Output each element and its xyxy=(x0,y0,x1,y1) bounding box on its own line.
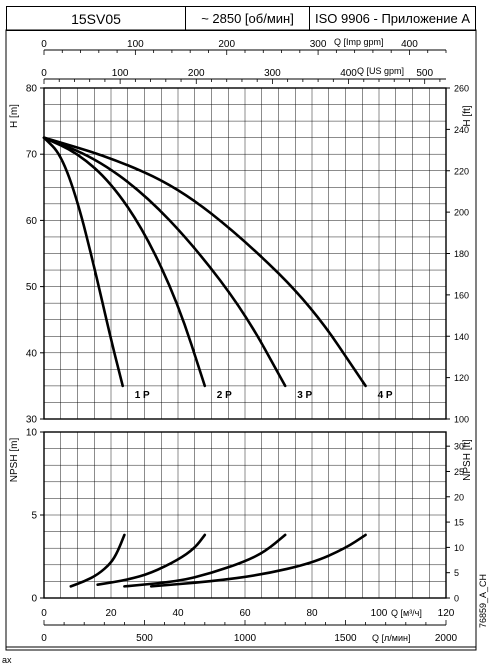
lmin-tick-label: 1000 xyxy=(234,633,257,644)
head-y2-tick-label: 200 xyxy=(454,208,469,218)
head-y2-tick-label: 160 xyxy=(454,290,469,300)
us-tick-label: 200 xyxy=(188,68,205,79)
npsh-ylabel-right: NPSH [ft] xyxy=(462,439,473,481)
imp-tick-label: 0 xyxy=(41,39,47,50)
head-y-tick-label: 80 xyxy=(26,84,38,95)
m3h-axis-title: Q [м³/ч] xyxy=(391,608,422,618)
npsh-y2-tick-label: 5 xyxy=(454,568,459,578)
lmin-tick-label: 2000 xyxy=(435,633,458,644)
head-y-tick-label: 30 xyxy=(26,415,38,426)
head-y2-tick-label: 120 xyxy=(454,373,469,383)
npsh-y2-tick-label: 25 xyxy=(454,467,464,477)
lmin-tick-label: 1500 xyxy=(334,633,357,644)
imp-axis-title: Q [Imp gpm] xyxy=(334,37,384,47)
imp-tick-label: 300 xyxy=(310,39,327,50)
head-y2-tick-label: 180 xyxy=(454,249,469,259)
curve-label-1: 1 P xyxy=(135,390,150,401)
npsh-y2-tick-label: 15 xyxy=(454,518,464,528)
imp-tick-label: 200 xyxy=(218,39,235,50)
corner-label: ax xyxy=(2,655,12,665)
m3h-tick-label: 60 xyxy=(239,608,251,619)
head-curve-3 xyxy=(42,136,287,388)
m3h-tick-label: 100 xyxy=(371,608,388,619)
m3h-tick-label: 20 xyxy=(105,608,117,619)
npsh-y2-tick-label: 20 xyxy=(454,492,464,502)
npsh-curve-3 xyxy=(123,533,287,588)
head-y2-tick-label: 140 xyxy=(454,332,469,342)
curve-label-2: 2 P xyxy=(217,390,232,401)
head-curve-4 xyxy=(42,136,367,388)
head-y2-tick-label: 100 xyxy=(454,415,469,425)
m3h-tick-label: 80 xyxy=(306,608,318,619)
us-tick-label: 400 xyxy=(340,68,357,79)
head-y-tick-label: 70 xyxy=(26,150,38,161)
lmin-tick-label: 0 xyxy=(41,633,47,644)
head-y2-tick-label: 220 xyxy=(454,166,469,176)
npsh-y2-tick-label: 10 xyxy=(454,543,464,553)
head-y2-tick-label: 240 xyxy=(454,125,469,135)
m3h-tick-label: 0 xyxy=(41,608,47,619)
npsh-ylabel: NPSH [m] xyxy=(9,438,20,483)
us-axis-title: Q [US gpm] xyxy=(357,66,404,76)
npsh-y2-tick-label: 0 xyxy=(454,594,459,604)
m3h-tick-label: 40 xyxy=(172,608,184,619)
us-tick-label: 500 xyxy=(416,68,433,79)
lmin-axis-title: Q [л/мин] xyxy=(372,633,410,643)
head-ylabel-right: H [ft] xyxy=(462,105,473,126)
outer-frame xyxy=(5,29,477,651)
head-y-tick-label: 50 xyxy=(26,282,38,293)
curve-label-4: 4 P xyxy=(378,390,393,401)
us-tick-label: 0 xyxy=(41,68,47,79)
imp-tick-label: 400 xyxy=(401,39,418,50)
npsh-curve-4 xyxy=(149,533,367,588)
npsh-curve-2 xyxy=(96,533,207,587)
head-y-tick-label: 40 xyxy=(26,348,38,359)
head-curve-1 xyxy=(42,136,125,388)
npsh-y2-tick-label: 30 xyxy=(454,442,464,452)
m3h-tick-label: 120 xyxy=(438,608,455,619)
us-tick-label: 100 xyxy=(112,68,129,79)
curve-label-3: 3 P xyxy=(297,390,312,401)
us-tick-label: 300 xyxy=(264,68,281,79)
npsh-y-tick-label: 10 xyxy=(26,428,38,439)
chart-code-label: 76859_A_CH xyxy=(478,573,488,628)
npsh-y-tick-label: 5 xyxy=(31,511,37,522)
head-y2-tick-label: 260 xyxy=(454,84,469,94)
head-ylabel: H [m] xyxy=(9,104,20,128)
lmin-tick-label: 500 xyxy=(136,633,153,644)
head-y-tick-label: 60 xyxy=(26,216,38,227)
npsh-y-tick-label: 0 xyxy=(31,594,37,605)
npsh-curve-1 xyxy=(69,533,126,588)
imp-tick-label: 100 xyxy=(127,39,144,50)
